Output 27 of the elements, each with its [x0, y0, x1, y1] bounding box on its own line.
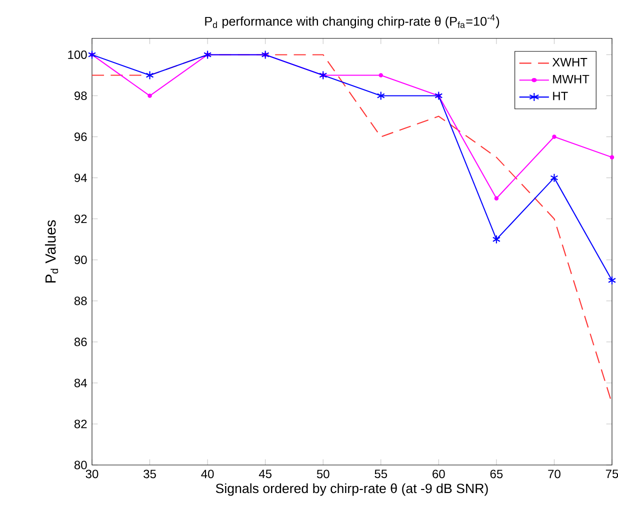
x-tick-label: 40: [201, 470, 214, 478]
chart-title: P$_{d}$ performance with changing chirp-rate θ (P$_{fa}$=10$^{-4}$): [205, 14, 500, 28]
y-tick-label: 96: [74, 132, 87, 142]
x-tick-label: 55: [374, 470, 388, 478]
y-tick-label: 94: [74, 174, 87, 182]
legend-label: HT: [553, 92, 568, 100]
legend-label: XWHT: [552, 58, 588, 66]
x-tick-label: 65: [490, 470, 503, 478]
x-tick-label: 45: [258, 470, 272, 478]
y-tick-label: 98: [74, 92, 87, 100]
y-tick-label: 90: [74, 256, 87, 264]
y-tick-label: 80: [74, 460, 87, 470]
x-tick-label: 75: [606, 470, 618, 478]
x-tick-label: 30: [86, 470, 98, 478]
x-tick-label: 70: [548, 470, 560, 478]
y-tick-label: 92: [74, 214, 87, 224]
y-axis-title: P$_{d}$ Values: [44, 220, 58, 282]
y-tick-label: 88: [74, 296, 87, 306]
y-tick-label: 86: [74, 338, 87, 346]
x-axis-title: Signals ordered by chirp-rate θ (at -9 dB SNR): [216, 483, 488, 496]
y-tick-label: 84: [74, 378, 87, 388]
x-tick-label: 35: [144, 470, 156, 478]
x-tick-label: 60: [432, 470, 445, 478]
y-tick-label: 100: [68, 50, 87, 59]
legend-label: MWHT: [553, 74, 590, 84]
y-tick-label: 82: [74, 420, 87, 428]
x-tick-label: 50: [316, 470, 330, 478]
